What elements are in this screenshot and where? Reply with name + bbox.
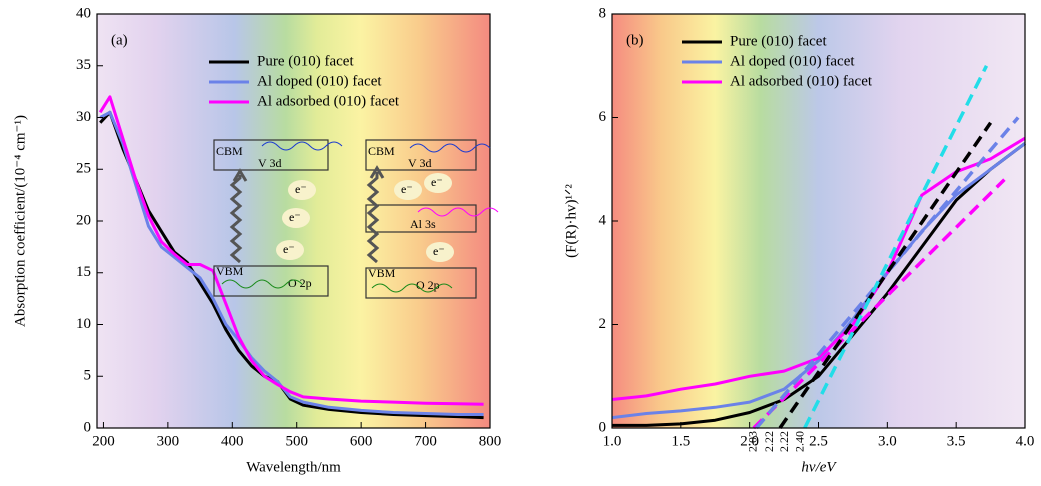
level-box [365, 204, 477, 233]
x-tick-label: 2.5 [809, 433, 828, 449]
x-tick-label: 1.0 [603, 433, 622, 449]
panel-label: (a) [111, 32, 128, 48]
intercept-label: 2.22 [777, 431, 791, 452]
electron-label: e⁻ [283, 242, 295, 256]
y-tick-label: 4 [599, 212, 607, 228]
electron-label: e⁻ [433, 244, 445, 258]
y-tick-label: 40 [76, 5, 91, 21]
x-tick-label: 500 [285, 433, 308, 449]
y-tick-label: 0 [84, 419, 92, 435]
x-tick-label: 300 [157, 433, 180, 449]
x-tick-label: 700 [414, 433, 437, 449]
vbm-label: VBM [368, 266, 396, 280]
legend-label: Al adsorbed (010) facet [257, 93, 400, 109]
electron-label: e⁻ [431, 175, 443, 189]
intercept-label: 2.40 [792, 431, 806, 452]
y-tick-label: 2 [599, 316, 607, 332]
dos-curve [221, 279, 303, 289]
y-tick-label: 30 [76, 109, 91, 125]
electron [394, 180, 422, 200]
x-tick-label: 1.5 [671, 433, 690, 449]
fit-line [803, 65, 989, 429]
legend-label: Pure (010) facet [257, 53, 354, 69]
y-tick-label: 15 [76, 264, 91, 280]
x-tick-label: 600 [350, 433, 373, 449]
x-axis-label: Wavelength/nm [246, 459, 341, 475]
legend-label: Al doped (010) facet [257, 73, 382, 89]
electron [426, 242, 454, 262]
x-tick-label: 200 [92, 433, 115, 449]
y-tick-label: 8 [599, 5, 607, 21]
photon-arrow [366, 172, 380, 264]
x-tick-label: 400 [221, 433, 244, 449]
fit-line [755, 116, 1020, 430]
x-tick-label: 3.5 [947, 433, 966, 449]
electron-label: e⁻ [289, 210, 301, 224]
electron [424, 173, 452, 193]
orbital-label: O 2p [416, 278, 440, 292]
x-tick-label: 800 [479, 433, 502, 449]
x-axis-label: hv/eV [801, 459, 837, 475]
arrow-head [369, 165, 385, 179]
arrow-head [232, 168, 248, 182]
legend-label: Al doped (010) facet [730, 53, 855, 69]
vbm-label: VBM [216, 264, 244, 278]
orbital-label: V 3d [408, 156, 431, 170]
level-box [213, 265, 329, 297]
level-box [213, 139, 329, 171]
y-tick-label: 0 [599, 419, 607, 435]
level-box [365, 139, 477, 171]
y-tick-label: 20 [76, 212, 91, 228]
intercept-label: 2.03 [746, 431, 760, 452]
electron-label: e⁻ [295, 182, 307, 196]
y-tick-label: 10 [76, 316, 91, 332]
fit-line [778, 121, 993, 429]
orbital-label: V 3d [258, 156, 281, 170]
electron [282, 208, 310, 228]
orbital-label: Al 3s [410, 217, 436, 231]
level-box [365, 267, 477, 299]
cbm-label: CBM [368, 144, 395, 158]
photon-arrow [229, 175, 243, 264]
fit-line [752, 178, 1006, 430]
y-tick-label: 5 [84, 368, 92, 384]
x-tick-label: 4.0 [1016, 433, 1035, 449]
data-line [611, 142, 1026, 420]
x-tick-label: 2.0 [740, 433, 759, 449]
y-axis-label: (F(R)·hv)¹ᐟ² [563, 184, 579, 258]
data-line [98, 95, 484, 406]
dos-curve [371, 283, 453, 293]
dos-curve [409, 143, 491, 153]
legend-label: Pure (010) facet [730, 33, 827, 49]
panel-label: (b) [626, 32, 644, 48]
x-tick-label: 3.0 [878, 433, 897, 449]
electron-label: e⁻ [401, 182, 413, 196]
legend-label: Al adsorbed (010) facet [730, 73, 873, 89]
y-tick-label: 25 [76, 161, 91, 177]
dos-curve [417, 207, 499, 217]
intercept-label: 2.22 [762, 431, 776, 452]
y-tick-label: 35 [76, 57, 91, 73]
electron [288, 180, 316, 200]
y-axis-label: Absorption coefficient/(10⁻⁴ cm⁻¹) [12, 115, 28, 327]
y-tick-label: 6 [599, 109, 607, 125]
cbm-label: CBM [216, 144, 243, 158]
dos-curve [261, 141, 343, 151]
electron [276, 240, 304, 260]
